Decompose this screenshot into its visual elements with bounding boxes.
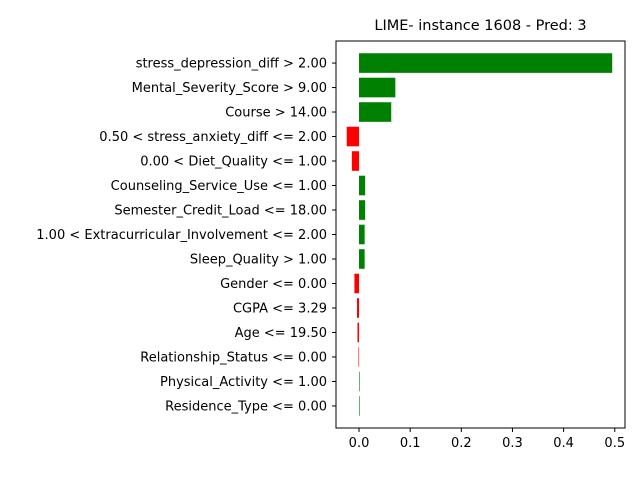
- bar: [351, 151, 360, 171]
- bar: [359, 77, 396, 98]
- y-tick-label: Age <= 19.50: [235, 326, 327, 341]
- bar: [346, 126, 360, 147]
- y-tick-label: Semester_Credit_Load <= 18.00: [114, 204, 327, 219]
- bar: [359, 200, 366, 220]
- y-tick-label: Course > 14.00: [225, 106, 327, 121]
- bar: [359, 102, 392, 122]
- y-tick-label: Counseling_Service_Use <= 1.00: [111, 179, 327, 194]
- y-tick-label: Mental_Severity_Score > 9.00: [132, 81, 327, 96]
- bar: [354, 273, 360, 294]
- x-tick-label: 0.2: [451, 436, 472, 451]
- x-tick-label: 0.0: [349, 436, 370, 451]
- y-axis: stress_depression_diff > 2.00 Mental_Seve…: [36, 57, 336, 414]
- x-tick-label: 0.1: [400, 436, 421, 451]
- x-tick-label: 0.5: [604, 436, 625, 451]
- bar: [356, 298, 360, 318]
- bar: [359, 371, 360, 392]
- y-tick-label: 0.00 < Diet_Quality <= 1.00: [140, 155, 327, 170]
- bar: [359, 53, 613, 73]
- bars-group: [346, 53, 613, 416]
- plot-frame: [335, 40, 626, 429]
- bar: [359, 175, 366, 196]
- bar: [359, 249, 365, 269]
- bar: [359, 224, 365, 245]
- y-tick-label: Sleep_Quality > 1.00: [190, 252, 327, 267]
- bar: [357, 322, 360, 343]
- chart-title: LIME- instance 1608 - Pred: 3: [374, 18, 586, 34]
- y-tick-label: 1.00 < Extracurricular_Involvement <= 2.…: [36, 228, 327, 243]
- y-tick-label: 0.50 < stress_anxiety_diff <= 2.00: [99, 130, 327, 145]
- x-tick-label: 0.4: [553, 436, 574, 451]
- y-tick-label: Physical_Activity <= 1.00: [160, 375, 327, 390]
- y-tick-label: Relationship_Status <= 0.00: [140, 350, 327, 365]
- bar: [358, 347, 360, 367]
- y-tick-label: CGPA <= 3.29: [233, 301, 327, 316]
- y-tick-label: Residence_Type <= 0.00: [165, 399, 327, 414]
- bar: [359, 396, 360, 416]
- plot-area: stress_depression_diff > 2.00 Mental_Seve…: [36, 40, 626, 451]
- y-tick-label: stress_depression_diff > 2.00: [136, 57, 327, 72]
- x-tick-label: 0.3: [502, 436, 523, 451]
- y-tick-label: Gender <= 0.00: [220, 277, 327, 292]
- x-axis: 0.0 0.1 0.2 0.3 0.4 0.5: [349, 428, 625, 451]
